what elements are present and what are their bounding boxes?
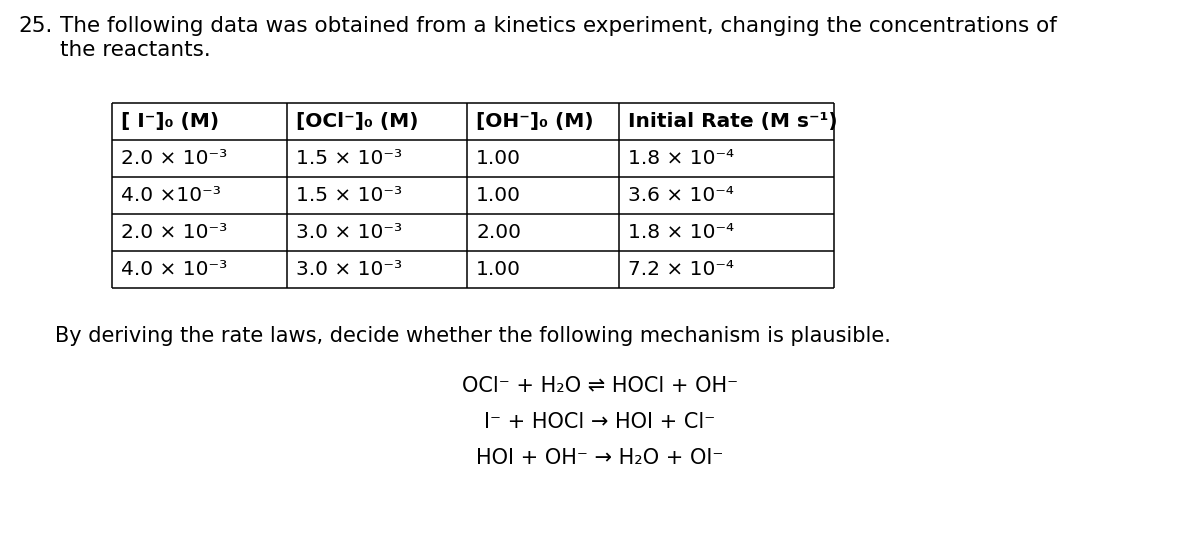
Text: 2.0 × 10⁻³: 2.0 × 10⁻³ bbox=[121, 223, 227, 242]
Text: 1.8 × 10⁻⁴: 1.8 × 10⁻⁴ bbox=[628, 223, 734, 242]
Text: 3.0 × 10⁻³: 3.0 × 10⁻³ bbox=[296, 223, 402, 242]
Text: By deriving the rate laws, decide whether the following mechanism is plausible.: By deriving the rate laws, decide whethe… bbox=[55, 326, 890, 346]
Text: [OCl⁻]₀ (M): [OCl⁻]₀ (M) bbox=[296, 112, 419, 131]
Text: the reactants.: the reactants. bbox=[60, 40, 211, 60]
Text: I⁻ + HOCl → HOI + Cl⁻: I⁻ + HOCl → HOI + Cl⁻ bbox=[485, 412, 715, 432]
Text: 2.0 × 10⁻³: 2.0 × 10⁻³ bbox=[121, 149, 227, 168]
Text: HOI + OH⁻ → H₂O + OI⁻: HOI + OH⁻ → H₂O + OI⁻ bbox=[476, 448, 724, 468]
Text: 2.00: 2.00 bbox=[476, 223, 521, 242]
Text: 1.8 × 10⁻⁴: 1.8 × 10⁻⁴ bbox=[628, 149, 734, 168]
Text: 7.2 × 10⁻⁴: 7.2 × 10⁻⁴ bbox=[628, 260, 734, 279]
Text: Initial Rate (M s⁻¹): Initial Rate (M s⁻¹) bbox=[628, 112, 838, 131]
Text: 25.: 25. bbox=[18, 16, 53, 36]
Text: 3.0 × 10⁻³: 3.0 × 10⁻³ bbox=[296, 260, 402, 279]
Text: 1.00: 1.00 bbox=[476, 186, 521, 205]
Text: [OH⁻]₀ (M): [OH⁻]₀ (M) bbox=[476, 112, 594, 131]
Text: OCl⁻ + H₂O ⇌ HOCl + OH⁻: OCl⁻ + H₂O ⇌ HOCl + OH⁻ bbox=[462, 376, 738, 396]
Text: 1.00: 1.00 bbox=[476, 149, 521, 168]
Text: 4.0 × 10⁻³: 4.0 × 10⁻³ bbox=[121, 260, 227, 279]
Text: The following data was obtained from a kinetics experiment, changing the concent: The following data was obtained from a k… bbox=[60, 16, 1057, 36]
Text: 4.0 ×10⁻³: 4.0 ×10⁻³ bbox=[121, 186, 221, 205]
Text: 3.6 × 10⁻⁴: 3.6 × 10⁻⁴ bbox=[628, 186, 734, 205]
Text: 1.5 × 10⁻³: 1.5 × 10⁻³ bbox=[296, 186, 402, 205]
Text: 1.00: 1.00 bbox=[476, 260, 521, 279]
Text: [ I⁻]₀ (M): [ I⁻]₀ (M) bbox=[121, 112, 220, 131]
Text: 1.5 × 10⁻³: 1.5 × 10⁻³ bbox=[296, 149, 402, 168]
